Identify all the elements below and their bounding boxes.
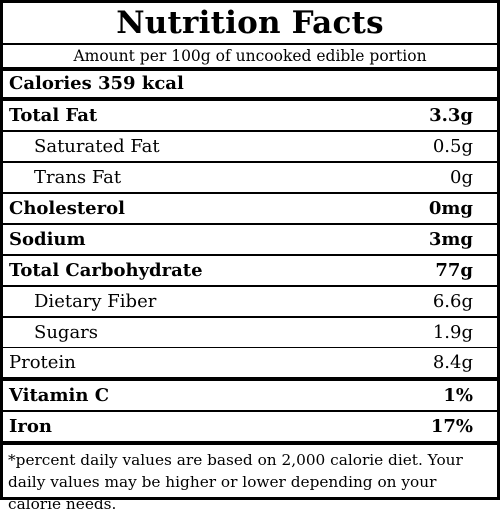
nutrient-name: Dietary Fiber	[34, 291, 157, 312]
nutrient-value: 17%	[430, 416, 473, 437]
nutrient-value: 77g	[435, 260, 473, 281]
nutrient-row-sugars: Sugars 1.9g	[3, 316, 497, 347]
nutrient-value: 0g	[450, 167, 473, 188]
nutrient-name: Sugars	[34, 322, 99, 343]
label-title: Nutrition Facts	[116, 5, 384, 41]
nutrient-row-dietary-fiber: Dietary Fiber 6.6g	[3, 285, 497, 316]
nutrient-value: 0mg	[428, 198, 473, 219]
nutrient-name: Protein	[9, 352, 76, 373]
nutrient-row-iron: Iron 17%	[3, 410, 497, 441]
nutrient-value: 1.9g	[432, 322, 473, 343]
serving-size-text: Amount per 100g of uncooked edible porti…	[3, 43, 497, 67]
nutrient-name: Cholesterol	[9, 198, 125, 219]
daily-value-footnote: *percent daily values are based on 2,000…	[3, 441, 497, 515]
nutrient-name: Vitamin C	[9, 385, 110, 406]
nutrient-name: Saturated Fat	[34, 136, 160, 157]
nutrient-row-protein: Protein 8.4g	[3, 347, 497, 377]
nutrient-row-total-fat: Total Fat 3.3g	[3, 101, 497, 130]
nutrient-value: 8.4g	[432, 352, 473, 373]
nutrient-table: Total Fat 3.3g Saturated Fat 0.5g Trans …	[3, 97, 497, 441]
nutrient-row-vitamin-c: Vitamin C 1%	[3, 377, 497, 410]
nutrient-row-trans-fat: Trans Fat 0g	[3, 161, 497, 192]
nutrient-value: 6.6g	[432, 291, 473, 312]
nutrient-name: Iron	[9, 416, 52, 437]
nutrient-name: Sodium	[9, 229, 86, 250]
nutrient-value: 3.3g	[429, 105, 473, 126]
nutrient-row-saturated-fat: Saturated Fat 0.5g	[3, 130, 497, 161]
nutrient-row-sodium: Sodium 3mg	[3, 223, 497, 254]
nutrient-name: Trans Fat	[34, 167, 122, 188]
nutrient-name: Total Carbohydrate	[9, 260, 203, 281]
nutrient-name: Total Fat	[9, 105, 98, 126]
nutrient-value: 3mg	[428, 229, 473, 250]
nutrient-row-total-carbohydrate: Total Carbohydrate 77g	[3, 254, 497, 285]
nutrient-value: 0.5g	[432, 136, 473, 157]
nutrient-row-cholesterol: Cholesterol 0mg	[3, 192, 497, 223]
calories-row: Calories 359 kcal	[3, 67, 497, 97]
nutrient-value: 1%	[443, 385, 473, 406]
